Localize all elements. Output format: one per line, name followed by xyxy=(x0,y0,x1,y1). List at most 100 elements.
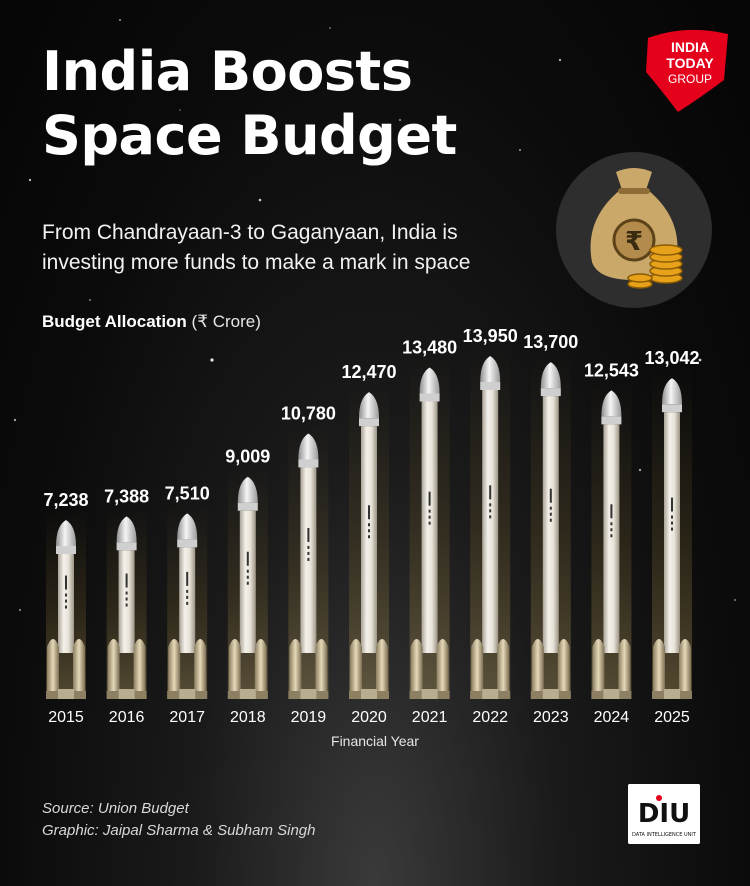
india-today-logo: INDIA TODAY GROUP xyxy=(646,29,728,112)
rocket-marking-dot xyxy=(186,601,189,605)
rocket-marking-dot xyxy=(246,575,249,579)
rocket-marking xyxy=(307,527,310,542)
rocket-nose xyxy=(177,513,198,540)
rocket-booster xyxy=(471,639,484,693)
rocket-marking xyxy=(610,504,613,519)
rocket-booster xyxy=(376,639,388,693)
booster-nozzle xyxy=(409,691,424,699)
year-label-2024: 2024 xyxy=(594,709,630,726)
rocket-booster xyxy=(618,639,631,693)
rocket-nose xyxy=(298,433,319,460)
year-label-2021: 2021 xyxy=(412,709,448,726)
value-label-2020: 12,470 xyxy=(341,362,396,382)
rocket-marking-dot xyxy=(671,527,673,531)
booster-nozzle xyxy=(470,691,485,699)
year-label-2023: 2023 xyxy=(533,709,569,726)
value-label-2017: 7,510 xyxy=(165,483,210,503)
booster-nozzle xyxy=(591,691,606,699)
rupee-symbol: ₹ xyxy=(625,227,643,257)
rocket-marking-dot xyxy=(671,521,673,525)
rocket-marking xyxy=(428,491,431,506)
money-bag-icon: ₹ xyxy=(556,152,712,308)
core-nozzle xyxy=(542,689,559,699)
rocket-body xyxy=(421,401,438,653)
rocket-booster xyxy=(350,639,362,693)
booster-nozzle xyxy=(556,691,571,699)
rocket-booster xyxy=(289,639,302,693)
rocket-marking-dot xyxy=(549,506,552,510)
credit-text: Graphic: Jaipal Sharma & Subham Singh xyxy=(42,822,316,839)
rocket-body xyxy=(361,426,377,653)
value-label-2016: 7,388 xyxy=(104,486,149,506)
booster-nozzle xyxy=(652,691,666,699)
rocket-collar xyxy=(237,502,258,511)
rocket-collar xyxy=(298,459,319,468)
rocket-marking-dot xyxy=(489,509,492,513)
rocket-marking-dot xyxy=(549,518,552,522)
rocket-marking-dot xyxy=(65,593,67,597)
rocket-collar xyxy=(56,546,76,554)
rocket-marking-dot xyxy=(125,597,128,601)
booster-nozzle xyxy=(678,691,692,699)
rocket-collar xyxy=(116,542,137,551)
booster-nozzle xyxy=(106,691,121,699)
booster-nozzle xyxy=(496,691,511,699)
booster-nozzle xyxy=(227,691,242,699)
rocket-body xyxy=(664,412,680,653)
booster-nozzle xyxy=(46,691,60,699)
rocket-marking-dot xyxy=(428,521,431,525)
rocket-collar xyxy=(419,393,440,402)
rocket-collar xyxy=(359,418,379,427)
booster-nozzle xyxy=(530,691,545,699)
core-nozzle xyxy=(421,689,438,699)
booster-nozzle xyxy=(167,691,182,699)
diu-dot-icon xyxy=(656,795,662,801)
diu-badge-text: DIU xyxy=(638,799,690,829)
rocket-marking-dot xyxy=(368,523,370,527)
rocket-booster xyxy=(194,639,207,693)
rocket-booster xyxy=(531,639,544,693)
logo-line-1: INDIA xyxy=(671,39,709,55)
rocket-marking-dot xyxy=(125,591,128,595)
logo-line-2: TODAY xyxy=(666,55,714,71)
x-axis-title: Financial Year xyxy=(331,733,419,749)
rocket-booster xyxy=(107,639,120,693)
rocket-marking-dot xyxy=(489,515,492,519)
year-label-2018: 2018 xyxy=(230,709,266,726)
year-label-2017: 2017 xyxy=(169,709,205,726)
rocket-marking-dot xyxy=(489,503,492,507)
allocation-label: Budget Allocation (₹ Crore) xyxy=(42,312,261,332)
rocket-body xyxy=(58,554,74,653)
year-label-2015: 2015 xyxy=(48,709,84,726)
rocket-bar-2022: 13,950 2022 xyxy=(463,326,518,726)
title-line-1: India Boosts xyxy=(42,40,413,103)
booster-nozzle xyxy=(193,691,208,699)
value-label-2022: 13,950 xyxy=(463,326,518,346)
rocket-bar-2017: 7,510 2017 xyxy=(165,483,210,726)
year-label-2020: 2020 xyxy=(351,709,387,726)
rocket-marking-dot xyxy=(307,545,310,549)
rocket-bar-2015: 7,238 2015 xyxy=(43,490,88,726)
rocket-marking-dot xyxy=(610,528,613,532)
core-nozzle xyxy=(239,689,256,699)
value-label-2025: 13,042 xyxy=(644,348,699,368)
rocket-body xyxy=(603,424,620,653)
booster-nozzle xyxy=(617,691,632,699)
rocket-bar-2021: 13,480 2021 xyxy=(402,337,457,726)
rocket-marking-dot xyxy=(610,534,613,538)
rocket-marking xyxy=(368,505,370,520)
subtitle: From Chandrayaan-3 to Gaganyaan, India i… xyxy=(42,218,562,278)
rocket-bar-2018: 9,009 2018 xyxy=(225,447,270,726)
rocket-marking-dot xyxy=(65,599,67,603)
year-label-2019: 2019 xyxy=(291,709,327,726)
rocket-marking xyxy=(125,573,128,588)
rocket-bar-2016: 7,388 2016 xyxy=(104,486,149,726)
rocket-collar xyxy=(540,388,561,397)
rocket-booster xyxy=(73,639,85,693)
rocket-marking-dot xyxy=(368,535,370,539)
rocket-body xyxy=(542,396,559,653)
rocket-marking xyxy=(246,551,249,566)
rocket-body xyxy=(118,550,135,653)
rocket-collar xyxy=(177,539,198,548)
rocket-marking xyxy=(489,485,492,500)
